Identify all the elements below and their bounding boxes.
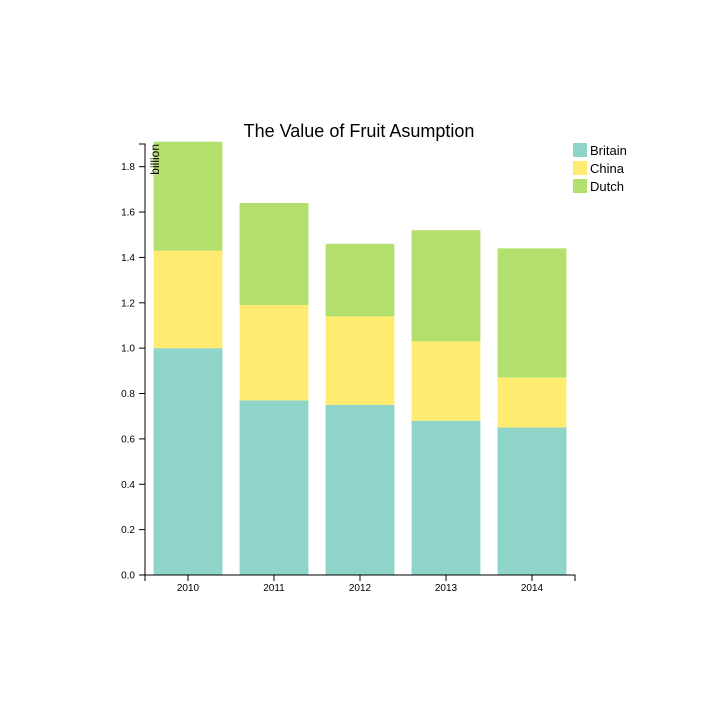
bar-britain-2012 — [325, 404, 395, 575]
legend-label-dutch: Dutch — [590, 179, 624, 194]
y-tick-label: 1.8 — [121, 162, 135, 173]
legend-swatch-britain — [573, 143, 587, 157]
y-tick-label: 1.6 — [121, 208, 135, 219]
bar-china-2014 — [497, 377, 567, 428]
x-tick-label: 2012 — [349, 583, 372, 594]
bar-china-2013 — [411, 341, 481, 421]
bar-dutch-2013 — [411, 230, 481, 342]
y-tick-label: 0.4 — [121, 480, 135, 491]
legend: Britain China Dutch — [573, 143, 627, 194]
y-tick-label: 1.4 — [121, 253, 135, 264]
y-axis-label: billion — [148, 144, 162, 175]
y-axis: 0.0 0.2 0.4 0.6 0.8 1.0 1.2 1.4 1.6 1.8 — [121, 143, 146, 582]
y-tick-label: 1.2 — [121, 298, 135, 309]
x-axis: 2010 2011 2012 2013 2014 — [144, 574, 576, 594]
legend-swatch-china — [573, 161, 587, 175]
x-tick-label: 2011 — [263, 583, 285, 594]
bar-dutch-2011 — [239, 202, 309, 306]
bar-dutch-2014 — [497, 248, 567, 378]
bar-china-2010 — [153, 250, 223, 349]
bar-britain-2010 — [153, 348, 223, 575]
bar-britain-2011 — [239, 400, 309, 575]
y-tick-label: 0.2 — [121, 525, 135, 536]
y-tick-label: 0.0 — [121, 571, 135, 582]
x-tick-label: 2013 — [435, 583, 458, 594]
y-tick-label: 1.0 — [121, 344, 135, 355]
bar-china-2011 — [239, 305, 309, 401]
chart-title: The Value of Fruit Asumption — [244, 121, 475, 141]
y-tick-label: 0.8 — [121, 389, 135, 400]
bar-britain-2013 — [411, 420, 481, 575]
bar-china-2012 — [325, 316, 395, 405]
bar-britain-2014 — [497, 427, 567, 575]
legend-swatch-dutch — [573, 179, 587, 193]
bar-dutch-2012 — [325, 243, 395, 317]
legend-label-britain: Britain — [590, 143, 627, 158]
x-tick-label: 2014 — [521, 583, 544, 594]
bar-stacks — [153, 141, 567, 575]
y-tick-label: 0.6 — [121, 434, 135, 445]
legend-label-china: China — [590, 161, 625, 176]
y-axis-line — [139, 143, 146, 576]
bar-dutch-2010 — [153, 141, 223, 251]
x-tick-label: 2010 — [177, 583, 200, 594]
